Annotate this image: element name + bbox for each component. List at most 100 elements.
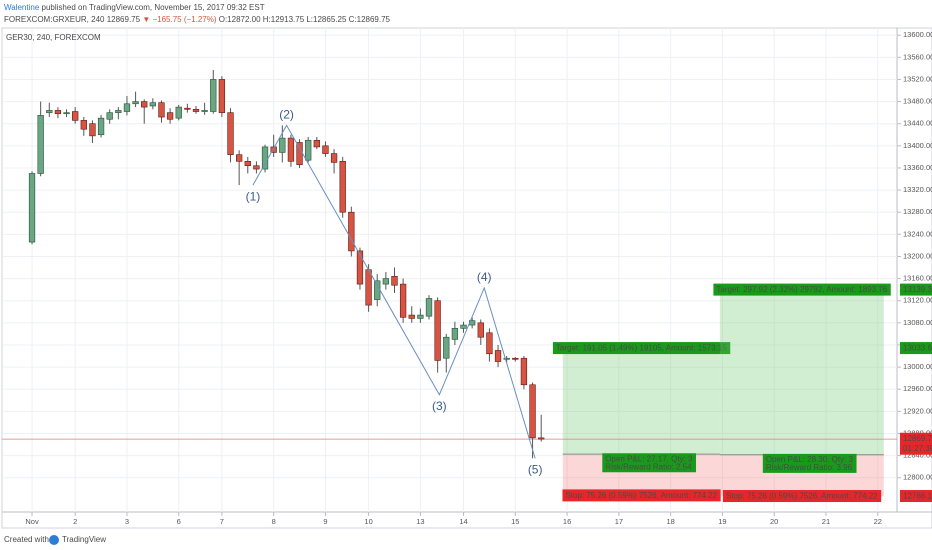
author[interactable]: Walentine (4, 3, 40, 12)
y-tick-label: 13520.00 (903, 74, 932, 83)
candle-body (425, 298, 433, 317)
chart-title: GER30, 240, FOREXCOM (6, 33, 101, 42)
candle-body (529, 384, 536, 439)
rr-label: Risk/Reward Ratio: 2.54 (605, 462, 692, 471)
candle-body (227, 112, 234, 155)
candle-body (443, 336, 450, 359)
axis-countdown: 01:27:30 (903, 444, 932, 453)
wave-label: (1) (246, 189, 261, 203)
candle-body (235, 154, 243, 162)
header-line: Walentine published on TradingView.com, … (4, 3, 265, 12)
candle-body (365, 269, 372, 306)
target-label-bg (552, 342, 731, 355)
logo (49, 535, 59, 545)
candle-body (261, 146, 269, 170)
target-zone (562, 348, 720, 455)
stop-label: Stop: 75.26 (0.59%) 7526, Amount: 774.22 (726, 492, 878, 501)
stop-label-bg (562, 489, 721, 502)
stop-label-bg (722, 490, 882, 503)
target-label: Target: 297.92 (2.32%) 29792, Amount: 18… (716, 285, 887, 294)
candle-body (166, 112, 174, 120)
candle-body (382, 278, 390, 285)
candle-body (434, 300, 441, 361)
candle-body (201, 110, 208, 112)
candle-body (270, 146, 277, 153)
candle-body (97, 117, 105, 136)
y-tick-label: 13600.00 (903, 30, 932, 39)
candle-body (460, 324, 467, 329)
y-tick-label: 12840.00 (903, 451, 932, 460)
y-tick-label: 13240.00 (903, 229, 932, 238)
candle-body (305, 139, 312, 161)
wave-label: (4) (477, 270, 492, 284)
candle-body (192, 109, 200, 112)
rr-label: Risk/Reward Ratio: 3.96 (766, 463, 853, 472)
wave-line (252, 124, 536, 459)
candle-body (210, 79, 217, 112)
x-tick-label: 2 (73, 517, 77, 526)
axis-target-label-bg (900, 342, 932, 355)
target-label: Target: 191.05 (1.49%) 19105, Amount: 15… (556, 344, 727, 353)
candle-body (115, 110, 122, 113)
x-tick-label: Nov (25, 517, 39, 526)
y-tick-label: 12920.00 (903, 406, 932, 415)
candle-body (72, 111, 79, 121)
candle-body (538, 437, 545, 440)
target-label-bg (713, 283, 891, 296)
candle-body (184, 107, 191, 110)
candle-body (28, 173, 36, 243)
candle-body (46, 110, 53, 113)
x-tick-label: 18 (666, 517, 674, 526)
candle-body (417, 314, 424, 319)
axis-last-price: 12869.75 (903, 434, 932, 443)
y-tick-label: 13200.00 (903, 251, 932, 260)
y-tick-label: 13400.00 (903, 141, 932, 150)
candle-body (348, 211, 355, 252)
x-tick-label: 3 (125, 517, 129, 526)
x-tick-label: 21 (822, 517, 830, 526)
change: ▼ −165.75 (−1.27%) (142, 15, 217, 24)
price: 12869.75 (107, 15, 141, 24)
wave-label: (3) (432, 399, 447, 413)
candle-body (520, 357, 528, 386)
y-tick-label: 13000.00 (903, 362, 932, 371)
axis-stop-label: 12766.19 (903, 492, 932, 501)
y-tick-label: 13320.00 (903, 185, 932, 194)
candle-body (80, 120, 87, 130)
candle-body (339, 161, 346, 213)
y-tick-label: 13480.00 (903, 97, 932, 106)
candle-body (494, 350, 502, 362)
wave-label: (5) (528, 463, 543, 477)
candle-body (158, 102, 165, 118)
axis-target-label-bg (900, 283, 932, 296)
candle-body (123, 103, 131, 112)
x-tick-label: 17 (615, 517, 623, 526)
candle-body (89, 123, 96, 137)
candle-body (63, 112, 70, 115)
y-tick-label: 13120.00 (903, 296, 932, 305)
x-tick-label: 16 (563, 517, 571, 526)
axis-last-price-bg (900, 432, 932, 445)
x-tick-label: 14 (459, 517, 467, 526)
candle-body (218, 79, 226, 113)
y-tick-label: 13080.00 (903, 318, 932, 327)
wave-label: (2) (279, 108, 294, 122)
x-tick-label: 22 (874, 517, 882, 526)
candle-body (149, 102, 156, 107)
candle-body (287, 137, 295, 162)
y-tick-label: 13560.00 (903, 52, 932, 61)
y-tick-label: 13160.00 (903, 274, 932, 283)
candle-body (512, 357, 519, 360)
x-tick-label: 9 (323, 517, 327, 526)
x-tick-label: 13 (416, 517, 424, 526)
y-tick-label: 12960.00 (903, 384, 932, 393)
candle-body (451, 328, 459, 340)
x-tick-label: 15 (511, 517, 519, 526)
candle-body (37, 115, 44, 174)
candle-body (279, 137, 286, 153)
x-tick-label: 20 (770, 517, 778, 526)
footer-brand[interactable]: TradingView (62, 535, 106, 544)
y-tick-label: 13280.00 (903, 207, 932, 216)
